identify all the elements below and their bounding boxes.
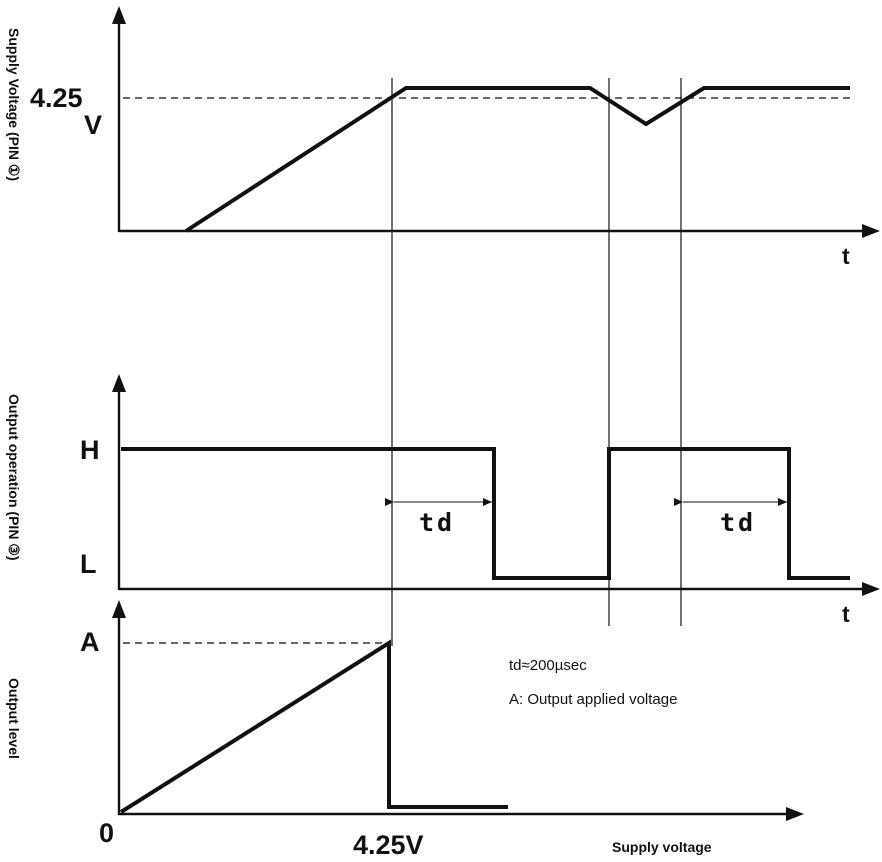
bottom-x-axis-label: Supply voltage: [612, 839, 712, 855]
td-note: td≈200µsec: [509, 657, 587, 674]
bottom-y-axis-label: Output level: [6, 678, 22, 759]
top-x-axis-arrow-icon: [862, 224, 880, 238]
threshold-value-label: 4.25: [30, 83, 83, 113]
middle-y-axis-arrow-icon: [112, 374, 126, 392]
top-y-axis-label: Supply Voltage (PIN ①): [6, 28, 22, 181]
origin-label: 0: [99, 818, 114, 848]
supply-voltage-panel: 4.25 V t Supply Voltage (PIN ①): [6, 6, 880, 269]
supply-voltage-trace: [184, 86, 850, 233]
td-label-2: td: [720, 508, 756, 537]
output-operation-trace: [121, 447, 850, 580]
top-time-axis-label: t: [842, 243, 850, 269]
middle-x-axis-arrow-icon: [862, 582, 880, 596]
td-label-1: td: [419, 508, 455, 537]
middle-time-axis-label: t: [842, 601, 850, 627]
low-level-label: L: [80, 549, 97, 579]
a-note: A: Output applied voltage: [509, 691, 677, 708]
top-y-axis-arrow-icon: [112, 6, 126, 24]
middle-y-axis-label: Output operation (PIN ③): [6, 394, 22, 561]
output-operation-panel: td td H L t Output operation (PIN ③): [6, 374, 880, 627]
high-level-label: H: [80, 435, 100, 465]
output-level-panel: A 0 4.25V Supply voltage Output level: [6, 600, 804, 860]
bottom-y-axis-arrow-icon: [112, 600, 126, 618]
threshold-x-label: 4.25V: [353, 830, 424, 860]
peak-label: A: [80, 627, 100, 657]
threshold-unit-label: V: [84, 110, 102, 140]
bottom-x-axis-arrow-icon: [786, 807, 804, 821]
output-level-trace: [119, 639, 508, 814]
